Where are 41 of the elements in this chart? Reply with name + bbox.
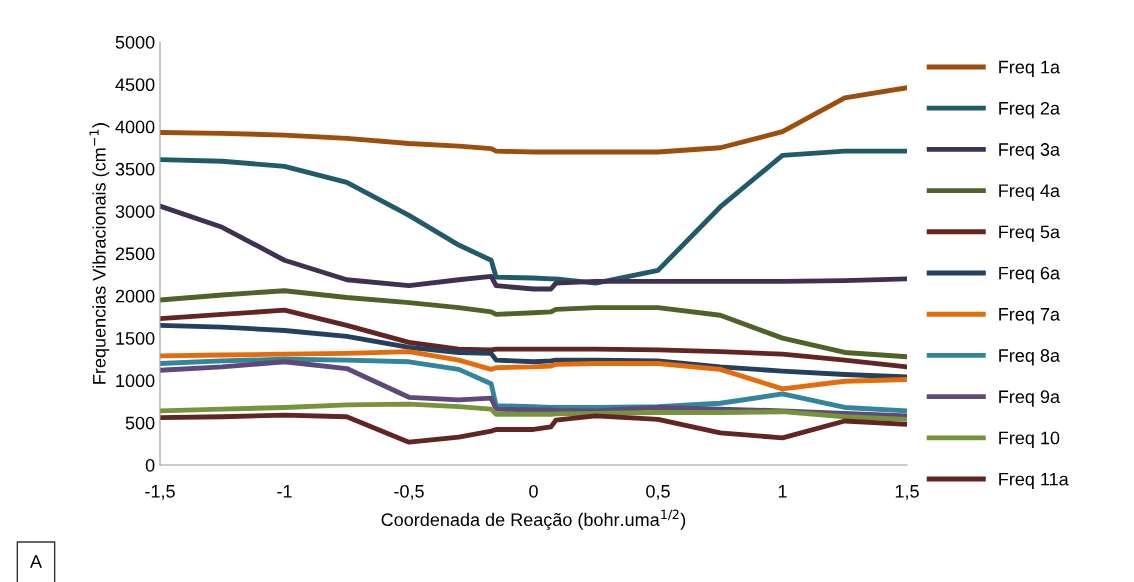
x-tick-label: -0,5 <box>394 484 424 500</box>
line-series <box>160 401 907 422</box>
legend-label: Freq 5a <box>999 225 1060 242</box>
line-series <box>160 288 907 360</box>
y-tick-label: 500 <box>125 416 155 430</box>
text: A <box>30 555 42 568</box>
y-tick-label: 3500 <box>115 162 155 176</box>
line-series <box>160 412 907 445</box>
y-tick-label: 4500 <box>115 78 155 92</box>
line-series <box>160 203 907 292</box>
legend-label: Freq 8a <box>999 349 1060 366</box>
line-series <box>160 322 907 380</box>
legend-label: Freq 6a <box>999 266 1060 284</box>
line-series <box>160 148 907 286</box>
x-tick-label: 0 <box>529 484 538 498</box>
legend-label: Freq 11a <box>999 472 1069 490</box>
y-tick-label: 2500 <box>115 247 155 261</box>
legend-label: Freq 2a <box>999 101 1060 119</box>
x-tick-label: 1,5 <box>895 485 919 500</box>
x-axis-title: Coordenada de Reação (bohr.uma$^{1/2}$) <box>381 509 686 530</box>
y-tick-label: 0 <box>145 458 155 472</box>
y-tick-label: 1000 <box>116 374 155 388</box>
y-tick-label: 4000 <box>115 120 155 134</box>
legend-label: Freq 3a <box>999 143 1060 160</box>
x-tick-label: 0,5 <box>646 484 670 500</box>
x-tick-label: -1,5 <box>145 485 175 500</box>
y-axis-title: Frequencias Vibracionais (cm$^{−1}$) <box>89 123 110 384</box>
legend-label: Freq 4a <box>999 184 1060 201</box>
y-tick-label: 5000 <box>115 35 155 49</box>
legend-label: Freq 1a <box>999 60 1060 78</box>
legend-label: Freq 9a <box>999 390 1060 407</box>
x-tick-label: 1 <box>778 485 787 498</box>
y-tick-label: 2000 <box>115 289 155 303</box>
legend-label: Freq 7a <box>999 308 1060 325</box>
line-series <box>160 307 907 370</box>
line-series <box>160 85 907 155</box>
line-series <box>160 349 907 392</box>
legend-label: Freq 10 <box>999 431 1060 448</box>
x-tick-label: -1 <box>277 485 292 498</box>
y-tick-label: 3000 <box>115 205 155 218</box>
y-tick-label: 1500 <box>116 332 155 345</box>
